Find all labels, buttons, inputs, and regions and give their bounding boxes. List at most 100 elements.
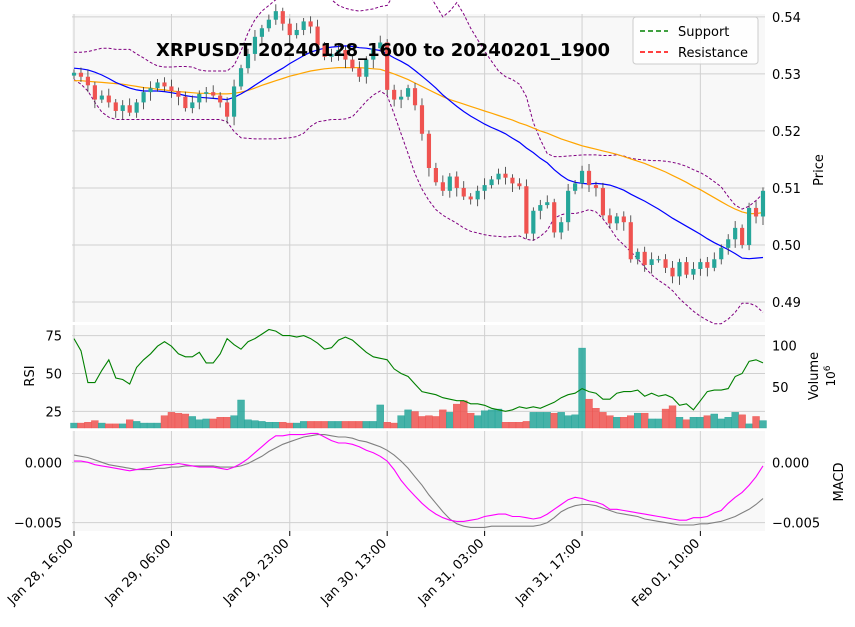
candle-body bbox=[169, 86, 174, 91]
volume-bar bbox=[272, 422, 280, 429]
sma-slow-line bbox=[74, 66, 764, 215]
candle-body bbox=[266, 19, 271, 29]
macd-line bbox=[74, 432, 764, 522]
x-tick-label: Jan 29, 06:00 bbox=[102, 536, 174, 608]
volume-bar bbox=[696, 417, 705, 429]
price-y-label: Price bbox=[812, 154, 827, 186]
candle-body bbox=[204, 92, 209, 94]
volume-bar bbox=[195, 419, 203, 429]
volume-bar bbox=[306, 421, 315, 429]
candle-body bbox=[99, 95, 104, 100]
volume-bar bbox=[508, 422, 517, 429]
volume-bar bbox=[153, 422, 162, 429]
rsi-tick-label: 25 bbox=[45, 405, 62, 420]
candle-body bbox=[238, 68, 244, 87]
candle-body bbox=[106, 95, 111, 103]
x-tick-label: Feb 01, 10:00 bbox=[629, 536, 703, 610]
candle-body bbox=[225, 102, 230, 117]
volume-bar bbox=[125, 419, 134, 429]
volume-bar bbox=[369, 421, 377, 429]
volume-bar bbox=[661, 408, 670, 429]
candle-body bbox=[113, 102, 118, 111]
price-tick-label: 0.50 bbox=[772, 239, 801, 254]
price-candles bbox=[71, 4, 766, 285]
volume-bar bbox=[536, 412, 544, 429]
price-tick-label: 0.53 bbox=[772, 68, 801, 83]
macd-tick-label-left: −0.005 bbox=[14, 517, 62, 532]
volume-bar bbox=[91, 420, 99, 429]
candle-body bbox=[120, 105, 125, 111]
candle-body bbox=[211, 92, 216, 96]
candle-body bbox=[489, 179, 494, 186]
candle-body bbox=[155, 82, 160, 89]
candle-body bbox=[454, 176, 459, 188]
volume-bar bbox=[627, 415, 635, 429]
candle-body bbox=[176, 91, 181, 97]
volume-bar bbox=[480, 410, 489, 429]
candle-body bbox=[231, 86, 237, 117]
volume-bar bbox=[689, 417, 698, 429]
volume-bar bbox=[383, 422, 391, 429]
volume-bar bbox=[397, 415, 405, 429]
volume-bar bbox=[139, 422, 148, 429]
candle-body bbox=[719, 247, 724, 260]
candle-body bbox=[503, 173, 508, 178]
rsi-volume-panel: 25 50 75 50 100 RSI Volume 106 bbox=[23, 325, 838, 429]
candle-body bbox=[642, 251, 647, 265]
volume-bar bbox=[675, 417, 684, 429]
volume-bar bbox=[439, 409, 447, 429]
candle-body bbox=[245, 53, 251, 69]
candle-body bbox=[343, 49, 348, 60]
candle-body bbox=[573, 183, 578, 191]
volume-bar bbox=[613, 417, 621, 429]
candle-body bbox=[419, 105, 425, 134]
volume-bar bbox=[703, 415, 712, 429]
candle-body bbox=[746, 207, 752, 245]
candle-body bbox=[92, 85, 97, 100]
volume-bar bbox=[181, 413, 190, 429]
volume-bar bbox=[432, 416, 440, 429]
volume-bar bbox=[585, 398, 593, 429]
candle-body bbox=[329, 53, 334, 57]
candle-body bbox=[753, 207, 759, 217]
x-axis-ticks: Jan 28, 16:00 Jan 29, 06:00 Jan 29, 23:00 J… bbox=[4, 531, 703, 610]
candle-body bbox=[273, 11, 278, 20]
candle-body bbox=[252, 36, 258, 54]
price-indicator-lines bbox=[73, 0, 764, 325]
volume-bar bbox=[230, 415, 238, 429]
volume-bar bbox=[258, 421, 266, 429]
candle-body bbox=[698, 262, 703, 269]
candle-body bbox=[733, 227, 738, 240]
x-tick-label: Jan 28, 16:00 bbox=[4, 536, 76, 608]
volume-bar bbox=[418, 416, 426, 429]
volume-bar bbox=[550, 412, 558, 429]
candle-body bbox=[259, 28, 264, 37]
volume-bar bbox=[529, 412, 538, 429]
candle-body bbox=[531, 210, 536, 234]
volume-bar bbox=[738, 414, 746, 429]
volume-bar bbox=[320, 421, 329, 429]
volume-bar bbox=[724, 417, 732, 429]
x-tick-label: Jan 31, 03:00 bbox=[415, 536, 487, 608]
candle-body bbox=[496, 173, 501, 180]
candle-body bbox=[371, 48, 376, 60]
volume-bar bbox=[654, 418, 663, 429]
macd-signal-line bbox=[73, 434, 764, 528]
volume-bar bbox=[188, 416, 196, 429]
x-tick-label: Jan 31, 17:00 bbox=[512, 536, 584, 608]
rsi-tick-label: 50 bbox=[45, 367, 62, 382]
volume-bar bbox=[355, 421, 364, 429]
candle-body bbox=[670, 267, 675, 277]
rsi-panel-background bbox=[72, 325, 765, 428]
price-tick-label: 0.52 bbox=[772, 125, 801, 140]
volume-bar bbox=[453, 403, 461, 429]
legend-support-label: Support bbox=[678, 25, 729, 40]
candle-body bbox=[294, 29, 299, 36]
candle-body bbox=[712, 259, 717, 268]
candle-body bbox=[538, 205, 543, 211]
candle-body bbox=[482, 185, 487, 191]
macd-panel: −0.005 −0.005 0.000 0.000 MACD bbox=[14, 431, 847, 532]
candle-body bbox=[426, 133, 432, 168]
volume-bar bbox=[160, 415, 169, 429]
volume-bar bbox=[682, 419, 691, 429]
